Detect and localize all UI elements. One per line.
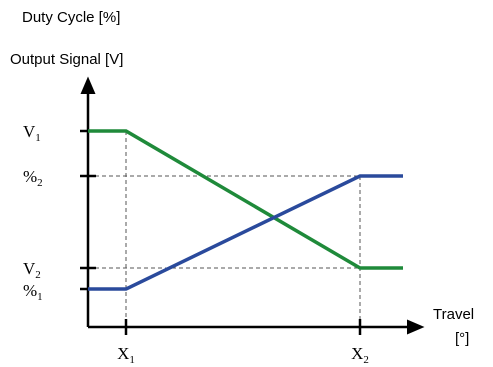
y-tick-label-v1: V1 [23,122,41,144]
tick-marks [80,129,362,335]
x-tick-label-x2: X2 [351,344,369,366]
series-group [88,129,403,291]
guide-lines [88,131,361,327]
y-title-duty-cycle: Duty Cycle [%] [22,9,120,26]
x-tick-label-x1: X1 [117,344,135,366]
y-tick-label-v2: V2 [23,259,41,281]
tick-labels: V1 %2 V2%1 X1 X2 [23,122,369,366]
y-title-output-signal: Output Signal [V] [10,51,123,68]
x-title-travel: Travel [433,306,474,323]
series-line-1 [88,129,403,270]
series-line-2 [88,174,403,291]
y-tick-label-p2: %2 [23,167,43,189]
y-tick-label-p1: %1 [23,281,43,303]
x-title-unit: [°] [455,330,469,347]
